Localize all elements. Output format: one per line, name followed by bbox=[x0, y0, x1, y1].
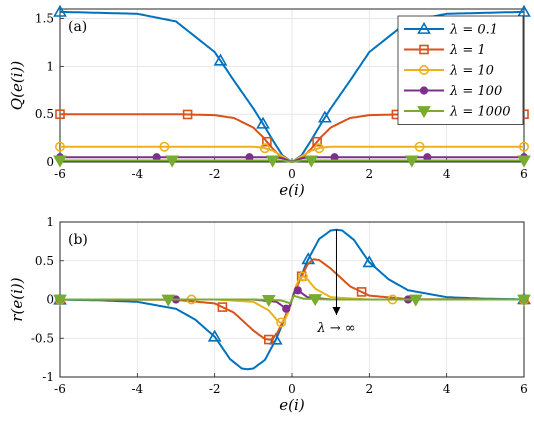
legend-entry: λ = 1 bbox=[449, 43, 486, 58]
legend-marker bbox=[417, 21, 431, 34]
x-tick-label: 6 bbox=[520, 382, 528, 396]
x-tick-label: 6 bbox=[520, 167, 528, 181]
legend: λ = 0.1 λ = 1 λ = 10 λ = 100 λ = 1000 bbox=[397, 15, 524, 125]
data-point bbox=[362, 255, 377, 268]
data-point bbox=[256, 116, 270, 129]
data-point bbox=[517, 294, 531, 307]
panel-a: -6 -4 -2 0 2 4 600.511.5(a)e(i)Q(e(i))λ = 0.1λ… bbox=[8, 4, 531, 199]
series-1000 bbox=[53, 294, 531, 308]
y-tick-label: 1 bbox=[46, 59, 54, 73]
data-point bbox=[207, 329, 222, 342]
x-tick-label: -6 bbox=[54, 167, 66, 181]
annotation-label: λ → ∞ bbox=[316, 321, 355, 336]
data-point bbox=[517, 155, 531, 168]
data-point bbox=[55, 109, 65, 119]
y-axis-label: Q(e(i)) bbox=[8, 61, 26, 111]
data-point bbox=[282, 304, 291, 313]
data-point bbox=[217, 302, 228, 312]
x-axis-label: e(i) bbox=[279, 396, 305, 414]
y-tick-label: 0.5 bbox=[35, 107, 54, 121]
y-tick-label: 0 bbox=[46, 155, 54, 169]
x-tick-label: -4 bbox=[131, 167, 143, 181]
x-tick-label: 0 bbox=[288, 167, 296, 181]
y-tick-label: 1.5 bbox=[35, 12, 54, 26]
data-point bbox=[297, 271, 308, 282]
series-line bbox=[60, 159, 524, 163]
data-point bbox=[265, 155, 280, 168]
panel-label: (a) bbox=[68, 19, 87, 35]
data-point bbox=[414, 141, 425, 152]
data-point bbox=[356, 287, 367, 297]
x-tick-label: 4 bbox=[443, 382, 451, 396]
panel-b: -6 -4 -2 0 2 4 6 -1 -0.5 0 0.5 1 (b) e(i) r(e(i)) λ → ∞ bbox=[8, 215, 531, 414]
data-point bbox=[182, 109, 193, 120]
x-tick-label: 4 bbox=[443, 167, 451, 181]
data-point bbox=[408, 294, 423, 307]
data-point bbox=[293, 286, 302, 295]
data-point bbox=[161, 294, 176, 307]
legend-marker bbox=[418, 65, 429, 76]
x-tick-label: -2 bbox=[209, 167, 221, 181]
data-point bbox=[317, 110, 332, 123]
data-point bbox=[517, 4, 531, 17]
legend-marker bbox=[417, 106, 431, 119]
x-axis-label: e(i) bbox=[279, 181, 305, 199]
legend-entry: λ = 10 bbox=[449, 64, 494, 79]
data-point bbox=[213, 53, 228, 66]
series-1000 bbox=[53, 155, 531, 168]
y-axis-label: r(e(i)) bbox=[8, 277, 26, 321]
y-tick-label: -1 bbox=[42, 370, 54, 384]
legend-entry: λ = 0.1 bbox=[449, 23, 498, 38]
legend-entry: λ = 100 bbox=[449, 84, 502, 99]
series-line bbox=[60, 294, 524, 305]
x-tick-label: 2 bbox=[366, 382, 374, 396]
data-point bbox=[263, 334, 274, 345]
data-point bbox=[54, 141, 65, 152]
x-tick-label: -4 bbox=[131, 382, 143, 396]
data-point bbox=[304, 155, 319, 168]
data-point bbox=[312, 136, 322, 147]
data-point bbox=[165, 155, 180, 168]
y-tick-label: 0.5 bbox=[35, 254, 54, 268]
data-point bbox=[53, 294, 67, 307]
data-point bbox=[262, 136, 272, 147]
legend-marker bbox=[419, 44, 429, 55]
panel-label: (b) bbox=[68, 232, 88, 248]
y-tick-label: 1 bbox=[46, 215, 54, 229]
data-point bbox=[53, 4, 67, 17]
data-point bbox=[404, 155, 419, 168]
y-tick-label: -0.5 bbox=[31, 331, 54, 345]
data-point bbox=[518, 141, 529, 152]
legend-marker bbox=[419, 86, 429, 95]
legend-entry: λ = 1000 bbox=[449, 105, 510, 120]
x-tick-label: 2 bbox=[366, 167, 374, 181]
x-tick-label: -2 bbox=[209, 382, 221, 396]
data-point bbox=[276, 317, 287, 328]
y-tick-label: 0 bbox=[46, 293, 54, 307]
data-point bbox=[261, 295, 276, 308]
data-point bbox=[259, 143, 270, 154]
data-point bbox=[159, 141, 170, 152]
data-point bbox=[53, 155, 67, 168]
x-tick-label: 0 bbox=[288, 382, 296, 396]
data-point bbox=[308, 294, 323, 307]
annotation-arrow-head bbox=[332, 307, 341, 315]
data-point bbox=[314, 143, 325, 154]
x-tick-label: -6 bbox=[54, 382, 66, 396]
